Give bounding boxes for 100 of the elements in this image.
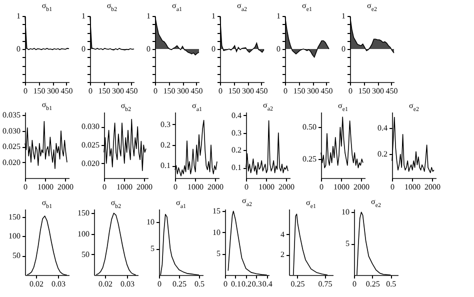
y-tick-label: 1	[342, 12, 346, 20]
chart-title: σ$_{b2}$	[110, 198, 122, 210]
x-tick-label: 0.25	[172, 280, 186, 288]
x-tick-label: 2000	[136, 182, 152, 192]
y-tick-label: 0.030	[82, 122, 100, 132]
chart-title: σ$_{b2}$	[120, 101, 132, 113]
y-tick-label: 1	[16, 12, 20, 20]
x-tick-label: 1000	[334, 182, 350, 192]
x-tick-label: 450	[60, 86, 73, 96]
y-tick-label: 0.3	[232, 128, 242, 138]
x-tick-label: 0	[174, 182, 178, 192]
y-tick-label: 0.2	[232, 146, 242, 155]
chart-title: σ$_{b1}$	[42, 198, 52, 210]
x-tick-label: 1000	[188, 182, 204, 192]
x-tick-label: 2000	[354, 182, 370, 192]
x-tick-label: 0.02	[98, 280, 112, 288]
x-tick-label: 0	[224, 280, 228, 288]
y-tick-label: 0.1	[232, 163, 242, 172]
y-tick-label: 1	[276, 12, 280, 20]
x-tick-label: 0	[24, 182, 28, 192]
x-tick-label: 2000	[278, 182, 294, 192]
chart-title: σ$_{e2}$	[409, 101, 419, 113]
x-tick-label: 300	[307, 86, 319, 96]
x-tick-label: 300	[112, 86, 124, 96]
x-tick-label: 0.5	[194, 280, 204, 288]
x-tick-label: 450	[256, 86, 268, 96]
x-tick-label: 1000	[116, 182, 132, 192]
y-tick-label: 4	[280, 230, 284, 239]
y-tick-label: 100	[8, 232, 20, 241]
x-tick-label: 450	[386, 86, 398, 96]
x-tick-label: 0	[352, 280, 356, 288]
x-tick-label: 450	[190, 86, 203, 96]
x-tick-label: 1000	[38, 182, 54, 192]
y-tick-label: 10	[146, 218, 154, 227]
chart-title: σ$_{a1}$	[176, 198, 186, 210]
x-tick-label: 0.2	[241, 280, 252, 288]
y-tick-label: 0.2	[160, 140, 170, 150]
y-tick-label: 15	[212, 206, 220, 216]
y-tick-label: 0	[212, 44, 216, 54]
x-tick-label: 0.3	[252, 280, 262, 288]
x-tick-label: 0	[244, 182, 248, 192]
x-tick-label: 300	[372, 86, 384, 96]
chart-title: σ$_{b1}$	[42, 100, 52, 112]
x-tick-label: 0	[320, 182, 324, 192]
x-tick-label: 300	[47, 86, 59, 96]
x-tick-label: 150	[98, 86, 110, 96]
y-tick-label: 0.1	[160, 161, 170, 170]
chart-title: σ$_{b2}$	[106, 1, 118, 13]
y-tick-label: 0.020	[2, 158, 20, 167]
x-tick-label: 0.03	[120, 280, 134, 288]
chart-title: σ$_{e1}$	[302, 1, 312, 13]
chart-title: σ$_{a2}$	[263, 100, 273, 112]
x-tick-label: 300	[177, 86, 189, 96]
x-tick-label: 0.5	[386, 280, 396, 288]
x-tick-label: 150	[358, 86, 370, 96]
y-tick-label: 1	[146, 12, 150, 20]
x-tick-label: 0.25	[290, 280, 305, 288]
y-tick-label: 5	[216, 249, 220, 258]
x-tick-label: 2000	[58, 182, 74, 192]
y-tick-label: 5	[346, 239, 350, 248]
x-tick-label: 450	[126, 86, 138, 96]
x-tick-label: 150	[33, 86, 46, 96]
x-tick-label: 2000	[424, 182, 440, 192]
chart-title: σ$_{a2}$	[242, 196, 252, 208]
x-tick-label: 300	[242, 86, 254, 96]
y-tick-label: 2	[280, 250, 284, 260]
y-tick-label: 150	[8, 212, 20, 222]
y-tick-label: 50	[12, 251, 20, 260]
x-tick-label: 150	[293, 86, 306, 96]
chart-title: σ$_{a1}$	[172, 1, 182, 13]
y-tick-label: 0.025	[82, 140, 100, 150]
y-tick-label: 0	[82, 44, 86, 54]
y-tick-label: 0.4	[232, 110, 242, 120]
y-tick-label: 10	[342, 208, 350, 217]
chart-title: σ$_{a2}$	[237, 1, 247, 13]
x-tick-label: 2000	[208, 182, 224, 192]
chart-title: σ$_{e2}$	[367, 1, 377, 13]
y-tick-label: 0	[146, 44, 150, 54]
y-tick-label: 0	[342, 44, 346, 54]
y-tick-label: 0.3	[160, 120, 170, 129]
y-tick-label: 0.025	[2, 142, 20, 152]
x-tick-label: 0	[24, 86, 28, 96]
y-tick-label: 1	[82, 12, 86, 20]
x-tick-label: 1000	[404, 182, 420, 192]
chart-title: σ$_{e1}$	[306, 198, 316, 210]
x-tick-label: 0	[102, 182, 106, 192]
y-tick-label: 0.50	[302, 122, 316, 132]
y-tick-label: 1	[212, 12, 216, 20]
x-tick-label: 0.02	[30, 280, 44, 288]
chart-title: σ$_{a1}$	[192, 101, 202, 113]
x-tick-label: 0.03	[52, 280, 66, 288]
x-tick-label: 1000	[258, 182, 274, 192]
x-tick-label: 0.75	[318, 280, 332, 288]
y-tick-label: 0.020	[82, 158, 100, 168]
y-tick-label: 10	[212, 228, 220, 237]
y-tick-label: 0.030	[2, 126, 20, 136]
x-tick-label: 0	[390, 182, 394, 192]
y-tick-label: 5	[150, 244, 154, 254]
chart-title: σ$_{b1}$	[42, 1, 52, 13]
x-tick-label: 0.4	[262, 280, 272, 288]
